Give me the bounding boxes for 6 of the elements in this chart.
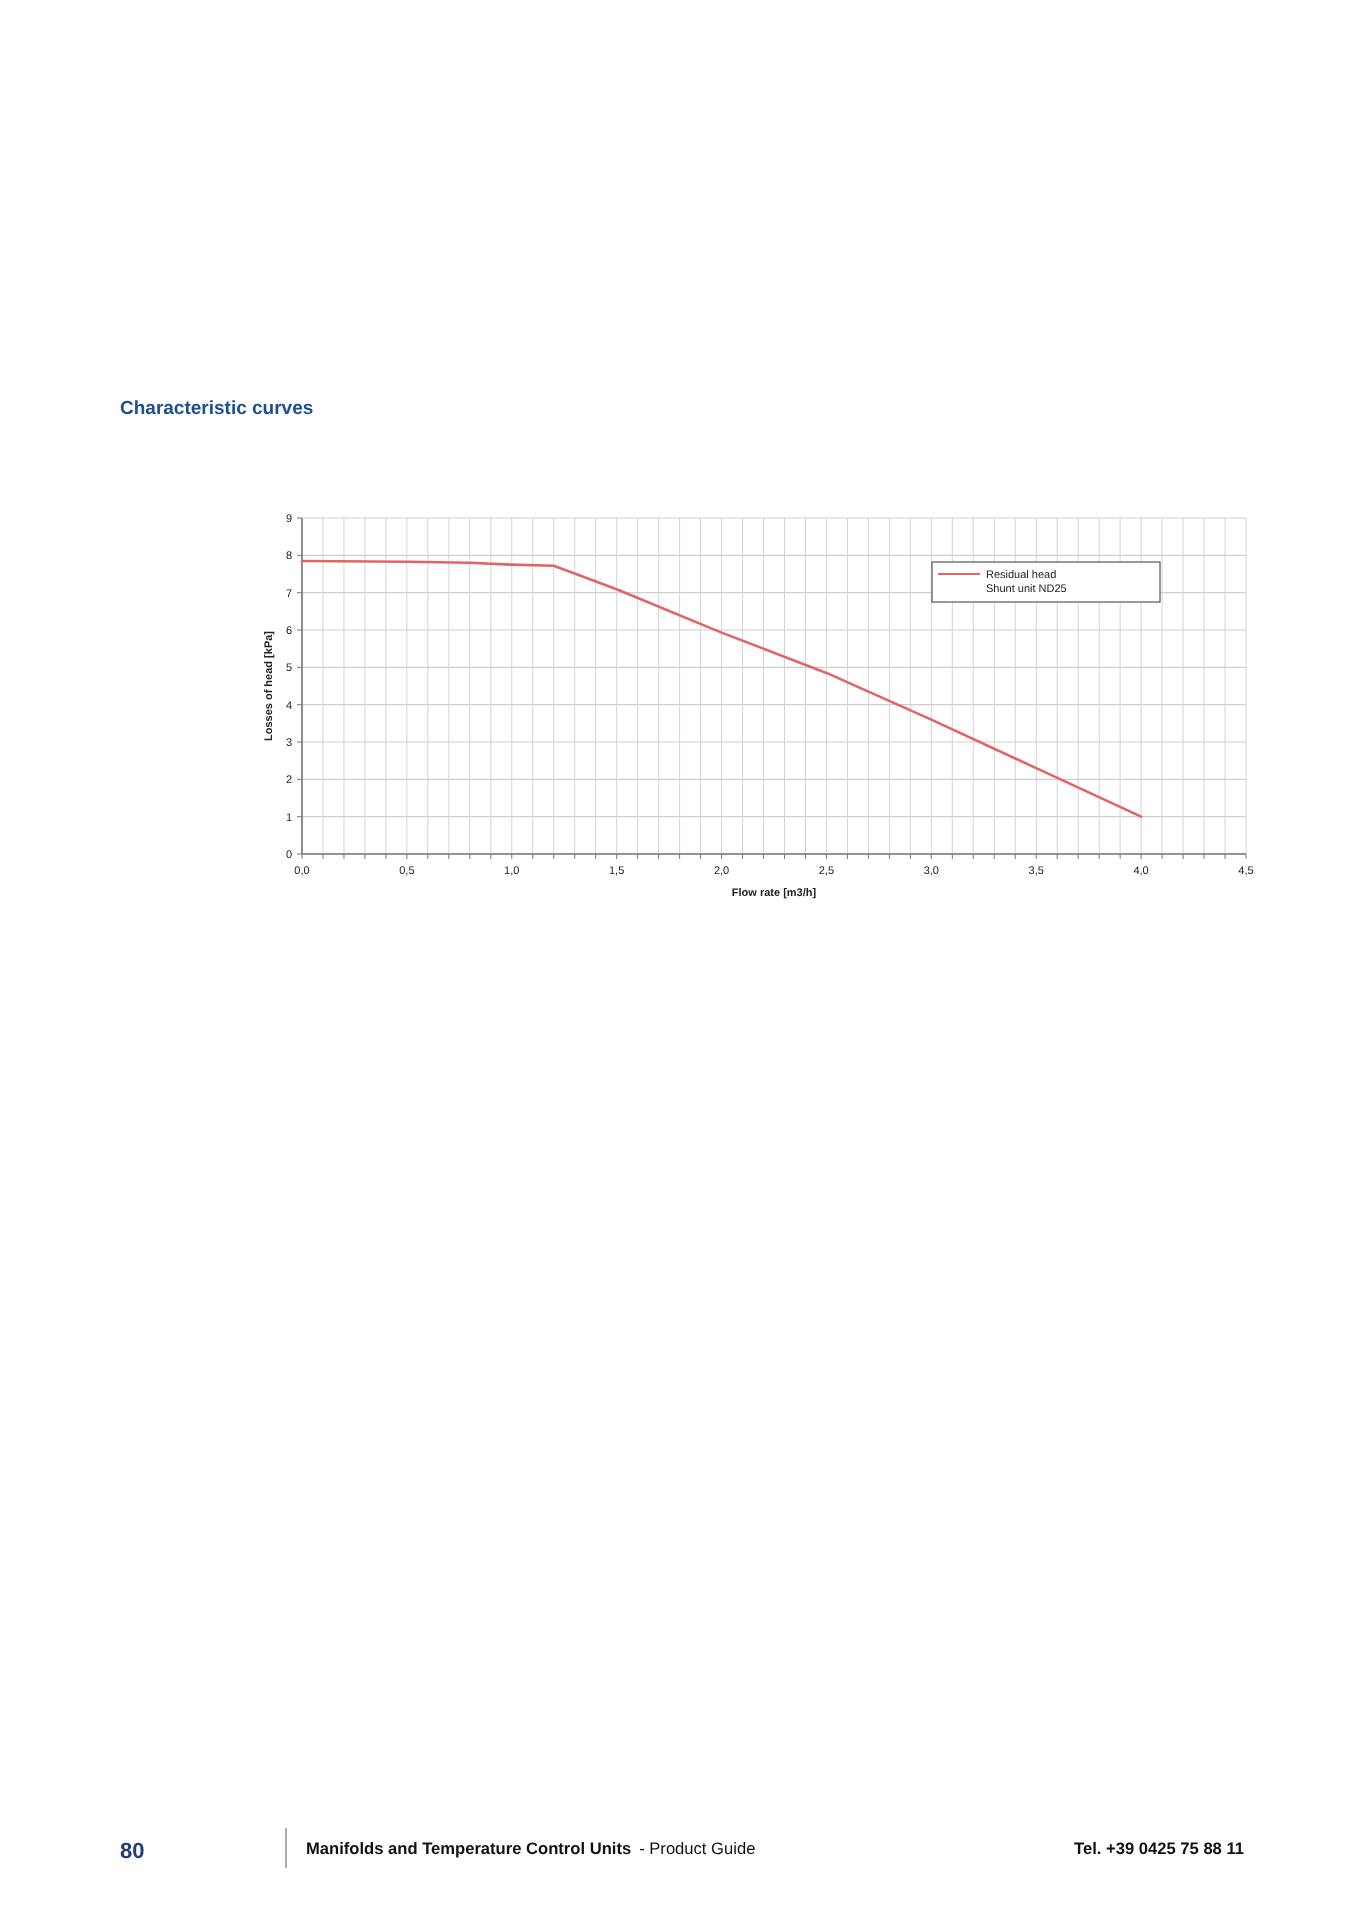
chart-title: Characteristic curves — [120, 398, 314, 420]
text: Tel. +39 0425 75 88 11 — [1074, 1838, 1245, 1858]
text: - Product Guide — [639, 1838, 757, 1858]
text: Manifolds and Temperature Control Units — [306, 1838, 632, 1858]
line-series — [300, 559, 1143, 818]
text: 80 — [120, 1840, 145, 1864]
